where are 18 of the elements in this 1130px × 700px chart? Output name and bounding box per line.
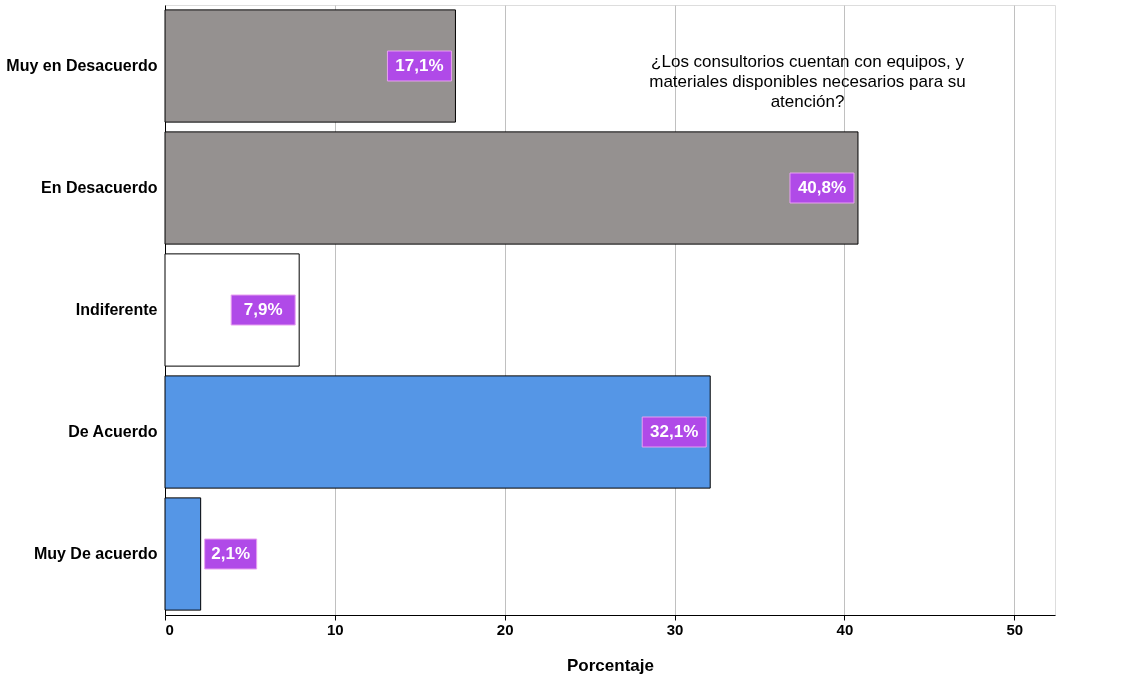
data-label: 32,1% [650, 422, 699, 441]
x-tick-label: 0 [165, 620, 174, 638]
y-tick-label: Muy en Desacuerdo [6, 57, 158, 74]
x-tick-label: 20 [496, 620, 514, 638]
y-tick-label: En Desacuerdo [41, 179, 158, 196]
data-label: 17,1% [395, 56, 444, 75]
data-label: 40,8% [797, 178, 847, 197]
data-label: 7,9% [243, 300, 283, 319]
annotation: ¿Los consultorios cuentan con equipos, y materiales disponibles necesarios para su atención? [649, 52, 966, 111]
x-tick-label: 40 [836, 620, 854, 638]
x-tick-label: 10 [327, 620, 344, 638]
x-tick-label: 50 [1006, 620, 1024, 638]
x-tick-label: 30 [666, 620, 684, 638]
y-tick-label: Muy De acuerdo [33, 545, 158, 562]
data-label: 2,1% [211, 544, 251, 563]
x-axis-title: Porcentaje [567, 655, 654, 675]
y-tick-label: De Acuerdo [68, 423, 158, 440]
y-tick-label: Indiferente [75, 301, 158, 318]
